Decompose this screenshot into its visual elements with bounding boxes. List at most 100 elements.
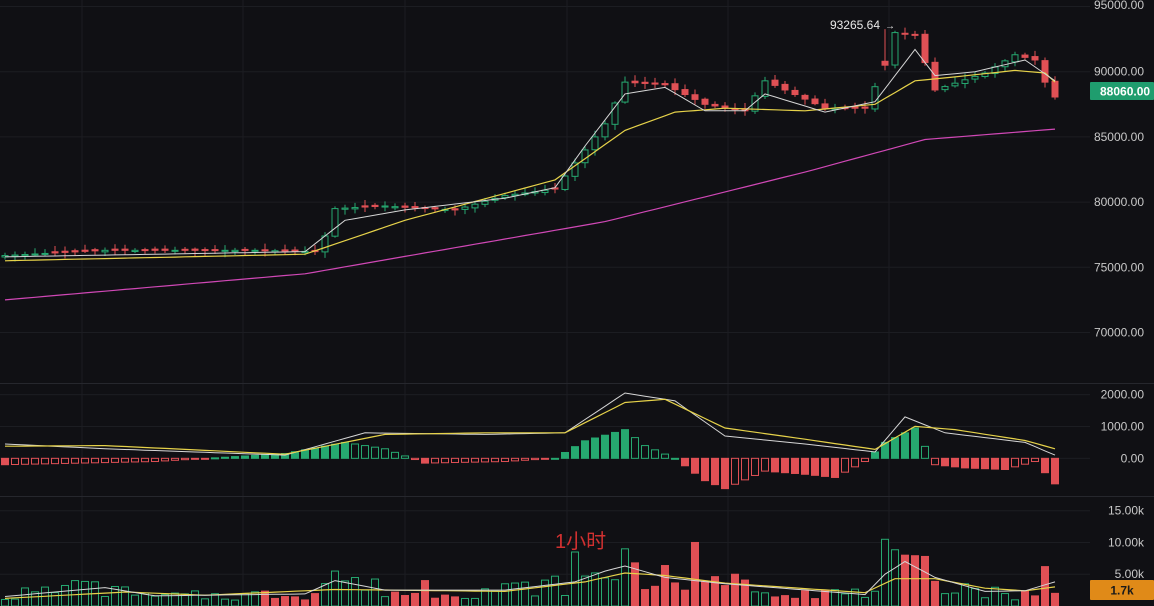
candle-body [351, 207, 359, 210]
volume-bar [361, 589, 369, 606]
macd-histogram-bar [661, 453, 669, 459]
volume-bar [451, 596, 459, 606]
macd-histogram-bar [51, 457, 59, 465]
volume-bar [321, 583, 329, 606]
candle-body [471, 203, 479, 209]
candle-body [331, 208, 339, 237]
price-tick-label: 85000.00 [1094, 130, 1144, 144]
macd-histogram-bar [681, 457, 689, 467]
macd-signal-line [5, 398, 1056, 455]
candle-body [691, 94, 699, 100]
macd-histogram-bar [941, 457, 949, 467]
volume-bar [781, 595, 789, 606]
candle-body [21, 253, 29, 257]
volume-bar [581, 575, 589, 606]
candle-body [591, 136, 599, 151]
macd-histogram-bar [411, 457, 419, 461]
high-price-marker: 93265.64 → [830, 18, 895, 32]
volume-bar [11, 598, 19, 606]
volume-bar [731, 573, 739, 606]
macd-histogram-bar [751, 457, 759, 476]
candle-body [791, 89, 799, 96]
macd-histogram-bar [361, 445, 369, 459]
volume-bar [571, 551, 579, 606]
volume-bar [161, 594, 169, 606]
volume-bar [131, 594, 139, 606]
macd-histogram-bar [771, 457, 779, 473]
candle-body [861, 106, 869, 109]
candle-body [221, 249, 229, 252]
macd-histogram-bar [631, 437, 639, 459]
macd-histogram-bar [701, 457, 709, 482]
macd-histogram-bar [711, 457, 719, 486]
macd-histogram-bar [141, 457, 149, 463]
macd-histogram-bar [211, 457, 219, 460]
volume-bar [641, 589, 649, 606]
volume-tick-label: 10.00k [1108, 535, 1145, 549]
macd-histogram-bar [151, 457, 159, 463]
volume-bar [221, 598, 229, 606]
volume-bar [691, 541, 699, 606]
macd-histogram-bar [811, 457, 819, 476]
candle-body [341, 207, 349, 210]
macd-histogram-bar [421, 457, 429, 464]
volume-bar [981, 597, 989, 606]
candle-body [851, 106, 859, 109]
macd-histogram-bar [341, 441, 349, 459]
candle-body [71, 250, 79, 253]
candle-body [761, 80, 769, 97]
macd-pane [1, 392, 1059, 490]
macd-histogram-bar [61, 457, 69, 464]
volume-bar [511, 582, 519, 606]
macd-histogram-bar [921, 445, 929, 459]
volume-bar [771, 596, 779, 606]
volume-tick-label: 5.00k [1115, 567, 1145, 581]
macd-histogram-bar [1011, 457, 1019, 468]
volume-bar [281, 596, 289, 606]
macd-histogram-bar [381, 448, 389, 459]
candle-body [371, 204, 379, 208]
macd-histogram-bar [511, 457, 519, 462]
candle-body [411, 206, 419, 209]
volume-bar [991, 586, 999, 606]
macd-histogram-bar [231, 456, 239, 459]
macd-histogram-bar [1041, 457, 1049, 474]
macd-histogram-bar [961, 457, 969, 469]
volume-bar [851, 588, 859, 606]
current-price-tag: 88060.00 [1090, 82, 1154, 100]
macd-histogram-bar [881, 441, 889, 459]
candle-body [921, 33, 929, 64]
macd-histogram-bar [791, 457, 799, 474]
macd-histogram-bar [581, 440, 589, 459]
candle-body [451, 208, 459, 211]
volume-bar [831, 589, 839, 606]
macd-histogram-bar [121, 457, 129, 463]
candle-body [281, 249, 289, 252]
macd-histogram-bar [541, 457, 549, 460]
volume-bar [271, 597, 279, 606]
volume-bar [211, 593, 219, 606]
macd-histogram-bar [501, 457, 509, 463]
price-tick-label: 80000.00 [1094, 195, 1144, 209]
price-tick-label: 90000.00 [1094, 65, 1144, 79]
macd-histogram-bar [321, 445, 329, 459]
volume-bar [71, 580, 79, 606]
volume-bar [291, 596, 299, 606]
candle-body [651, 82, 659, 85]
volume-bar [821, 589, 829, 606]
volume-bar [331, 570, 339, 606]
candle-body [631, 80, 639, 84]
volume-bar [651, 585, 659, 606]
candle-body [101, 249, 109, 253]
candle-body [911, 33, 919, 36]
candle-body [811, 98, 819, 105]
volume-bar [711, 576, 719, 606]
volume-bar [721, 585, 729, 606]
candle-body [771, 79, 779, 86]
candle-body [541, 189, 549, 194]
candle-body [1021, 54, 1029, 58]
candle-body [461, 206, 469, 210]
volume-bar [931, 580, 939, 606]
macd-histogram-bar [131, 457, 139, 463]
